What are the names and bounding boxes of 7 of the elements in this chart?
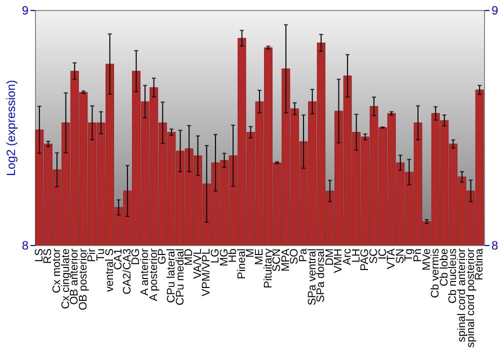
y2-tick-label: 9 xyxy=(492,4,498,18)
x-tick-label: A posterior xyxy=(148,248,160,302)
x-tick-label: OB posterior xyxy=(77,248,90,310)
y-axis-title: Log2 (expression) xyxy=(4,80,18,176)
x-tick-label: RS xyxy=(42,248,54,264)
y2-tick-label: 8 xyxy=(492,238,498,252)
x-tick-label: Tg xyxy=(403,248,416,262)
